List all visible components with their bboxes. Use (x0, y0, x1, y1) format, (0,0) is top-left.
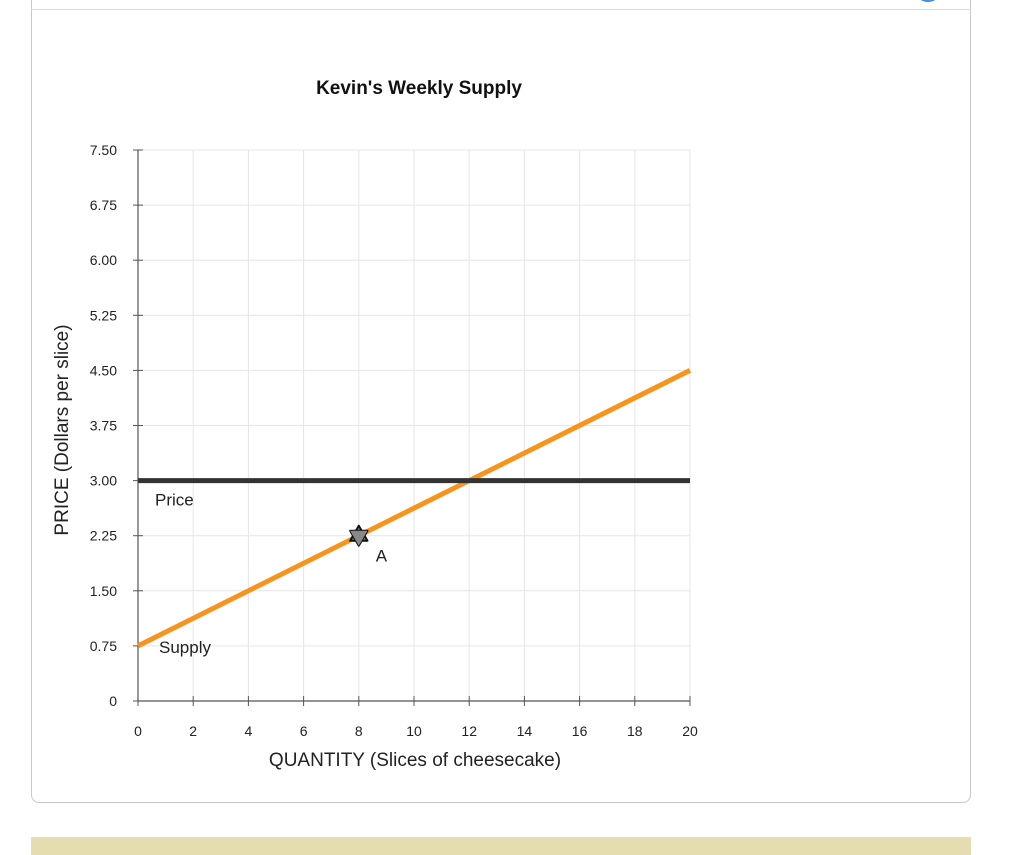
x-tick-label: 0 (134, 723, 142, 739)
chart-grid (138, 149, 691, 701)
divider (31, 9, 971, 10)
supply-label: Supply (159, 638, 211, 657)
y-tick-label: 1.50 (90, 583, 117, 599)
x-tick-label: 14 (517, 723, 533, 739)
chart-title: Kevin's Weekly Supply (316, 78, 522, 99)
price-label: Price (155, 491, 194, 510)
x-tick-label: 8 (355, 723, 363, 739)
x-tick-label: 12 (461, 723, 477, 739)
y-axis-title: PRICE (Dollars per slice) (52, 324, 73, 535)
x-tick-label: 16 (572, 723, 588, 739)
x-tick-label: 10 (406, 723, 422, 739)
x-tick-labels: 0 2 4 6 8 10 12 14 16 18 20 (134, 723, 698, 739)
y-tick-label: 4.50 (90, 362, 117, 378)
y-tick-label: 0 (109, 693, 117, 709)
y-tick-labels: 0 0.75 1.50 2.25 3.00 3.75 4.50 5.25 6.00 6.75 7.5… (90, 142, 117, 709)
y-tick-label: 7.50 (90, 142, 117, 158)
point-label: A (376, 547, 388, 566)
feedback-bar (31, 837, 971, 855)
y-tick-label: 5.25 (90, 307, 117, 323)
y-tick-label: 3.75 (90, 418, 117, 434)
y-tick-label: 2.25 (90, 528, 117, 544)
x-tick-label: 6 (300, 723, 308, 739)
x-axis-title: QUANTITY (Slices of cheesecake) (269, 750, 561, 771)
y-tick-label: 3.00 (90, 473, 117, 489)
x-tick-label: 18 (627, 723, 643, 739)
x-tick-label: 20 (682, 723, 698, 739)
star-fill[interactable] (350, 530, 368, 546)
y-tick-label: 6.00 (90, 252, 117, 268)
chart-series: Price Supply (136, 368, 692, 657)
chart-points[interactable]: A (349, 524, 388, 566)
point-a-marker[interactable] (349, 524, 369, 547)
y-tick-label: 0.75 (90, 638, 117, 654)
graph-card (31, 0, 971, 803)
y-tick-label: 6.75 (90, 197, 117, 213)
chart-axes (133, 149, 691, 706)
supply-curve (136, 368, 692, 649)
x-tick-label: 4 (245, 723, 253, 739)
x-tick-label: 2 (189, 723, 197, 739)
help-circle-icon[interactable] (913, 0, 943, 4)
